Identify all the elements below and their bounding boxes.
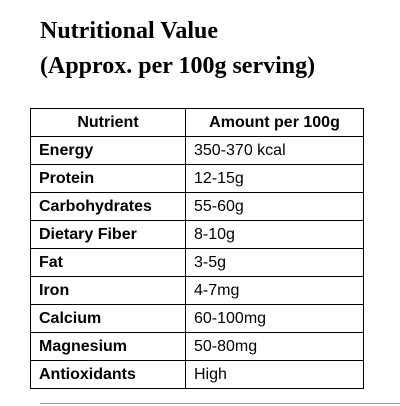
table-row: Calcium 60-100mg bbox=[30, 304, 364, 333]
nutrient-cell: Carbohydrates bbox=[30, 192, 186, 221]
table-header: Nutrient Amount per 100g bbox=[30, 108, 364, 137]
amount-cell: 60-100mg bbox=[185, 304, 364, 333]
nutrient-cell: Protein bbox=[30, 164, 186, 193]
nutrient-cell: Antioxidants bbox=[30, 360, 186, 389]
table-row: Magnesium 50-80mg bbox=[30, 332, 364, 361]
nutrient-cell: Dietary Fiber bbox=[30, 220, 186, 249]
amount-cell: 8-10g bbox=[185, 220, 364, 249]
table-row: Antioxidants High bbox=[30, 360, 364, 389]
title-line: (Approx. per 100g serving) bbox=[40, 53, 316, 79]
table-row: Dietary Fiber 8-10g bbox=[30, 220, 364, 249]
table-row: Energy 350-370 kcal bbox=[30, 136, 364, 165]
header-row: Nutrient Amount per 100g bbox=[30, 108, 364, 137]
header-cell: Nutrient bbox=[30, 108, 186, 137]
table-row: Protein 12-15g bbox=[30, 164, 364, 193]
nutrient-cell: Fat bbox=[30, 248, 186, 277]
table-row: Iron 4-7mg bbox=[30, 276, 364, 305]
nutrition-table: Nutrient Amount per 100g Energy 350-370 kc… bbox=[30, 108, 364, 389]
amount-cell: 350-370 kcal bbox=[185, 136, 364, 165]
title: Nutritional Value (Approx. per 100g serv… bbox=[40, 14, 315, 84]
header-cell: Amount per 100g bbox=[185, 108, 364, 137]
table-row: Carbohydrates 55-60g bbox=[30, 192, 364, 221]
amount-cell: 12-15g bbox=[185, 164, 364, 193]
title-line: Nutritional Value bbox=[40, 18, 219, 44]
amount-cell: 50-80mg bbox=[185, 332, 364, 361]
table-body: Energy 350-370 kcal Protein 12-15g Carbohydr… bbox=[30, 136, 364, 389]
amount-cell: 3-5g bbox=[185, 248, 364, 277]
amount-cell: 55-60g bbox=[185, 192, 364, 221]
amount-cell: 4-7mg bbox=[185, 276, 364, 305]
nutrient-cell: Calcium bbox=[30, 304, 186, 333]
nutrient-cell: Energy bbox=[30, 136, 186, 165]
divider bbox=[40, 403, 400, 404]
nutrient-cell: Magnesium bbox=[30, 332, 186, 361]
nutrient-cell: Iron bbox=[30, 276, 186, 305]
table-row: Fat 3-5g bbox=[30, 248, 364, 277]
amount-cell: High bbox=[185, 360, 364, 389]
